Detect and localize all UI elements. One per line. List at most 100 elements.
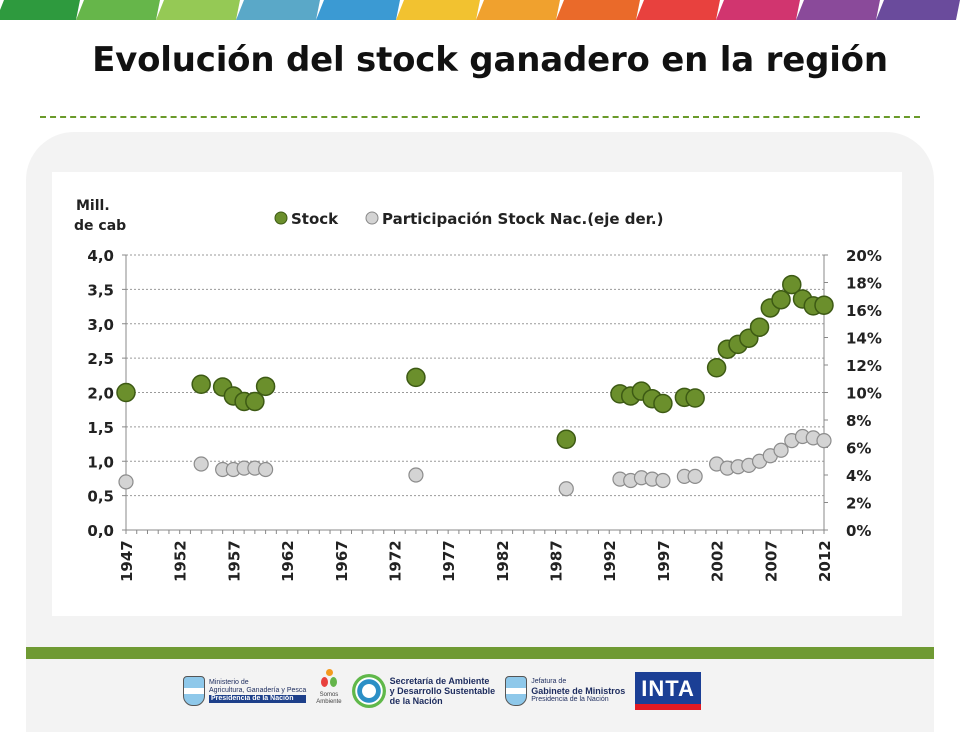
logo-somos-line2: Ambiente bbox=[316, 699, 342, 705]
stock-point bbox=[245, 391, 265, 412]
inta-logo-text: INTA bbox=[635, 672, 701, 710]
chart-container: 0,0 0,5 1,0 1,5 2,0 2,5 3,0 3,5 4,0 0% 2% 4% 6% 8% 10%… bbox=[52, 172, 902, 616]
logo-jefatura-line3: Presidencia de la Nación bbox=[531, 696, 609, 703]
color-stripe bbox=[0, 0, 960, 20]
x-tick-label: 1957 bbox=[225, 540, 243, 582]
y-right-tick-label: 14% bbox=[846, 330, 882, 348]
stock-point bbox=[782, 274, 802, 295]
y-left-tick-label: 1,0 bbox=[87, 453, 114, 471]
x-tick-label: 1982 bbox=[494, 540, 512, 582]
participacion-point bbox=[408, 467, 424, 483]
stock-point bbox=[191, 374, 211, 394]
logo-secretaria-line3: de la Nación bbox=[389, 696, 443, 706]
participacion-point bbox=[118, 474, 134, 490]
x-tick-label: 1952 bbox=[172, 540, 190, 582]
stripe-segment bbox=[76, 0, 160, 20]
y-right-tick-label: 20% bbox=[846, 247, 882, 265]
y-left-tick-label: 0,0 bbox=[87, 522, 114, 540]
participacion-point bbox=[258, 461, 274, 478]
y-axis-label-line1: Mill. bbox=[76, 198, 110, 214]
y-left-tick-label: 2,0 bbox=[87, 385, 114, 403]
logo-inta: INTA bbox=[635, 669, 701, 713]
y-left-tick-label: 3,0 bbox=[87, 316, 114, 334]
y-left-tick-label: 3,5 bbox=[87, 281, 114, 299]
color-stripe-graphic bbox=[0, 0, 960, 20]
axis-layer: 0,0 0,5 1,0 1,5 2,0 2,5 3,0 3,5 4,0 0% 2% 4% 6% 8% 10%… bbox=[87, 247, 881, 582]
x-tick-label: 1977 bbox=[440, 540, 458, 582]
participacion-point bbox=[655, 472, 671, 489]
stock-point bbox=[771, 289, 791, 310]
series-layer bbox=[116, 274, 834, 497]
y-right-tick-label: 10% bbox=[846, 385, 882, 403]
stock-point bbox=[814, 295, 834, 315]
stock-point bbox=[116, 382, 136, 403]
page-title: Evolución del stock ganadero en la regió… bbox=[92, 40, 888, 80]
x-tick-label: 1992 bbox=[601, 540, 619, 582]
logo-jefatura-line1: Jefatura de bbox=[531, 678, 567, 685]
logo-ministerio-line2: Agricultura, Ganadería y Pesca bbox=[209, 687, 307, 694]
stripe-segment bbox=[0, 0, 80, 20]
legend-label-stock: Stock bbox=[291, 210, 339, 228]
y-left-tick-label: 4,0 bbox=[87, 247, 114, 265]
stock-point bbox=[706, 358, 727, 378]
y-right-tick-label: 8% bbox=[846, 412, 871, 430]
logo-jefatura-line2: Gabinete de Ministros bbox=[531, 686, 626, 696]
stripe-segment bbox=[396, 0, 480, 20]
argentina-shield-icon bbox=[505, 676, 528, 706]
legend: Stock Participación Stock Nac.(eje der.) bbox=[274, 210, 663, 228]
sun-emblem-icon bbox=[351, 674, 386, 708]
title-divider bbox=[40, 116, 920, 118]
y-right-tick-label: 2% bbox=[846, 495, 871, 513]
x-tick-label: 1972 bbox=[386, 540, 404, 582]
stripe-segment bbox=[316, 0, 400, 20]
participacion-point bbox=[193, 456, 209, 472]
y-axis-label-line2: de cab bbox=[74, 218, 126, 234]
logo-ministerio-line1: Ministerio de bbox=[209, 679, 249, 686]
stripe-segment bbox=[556, 0, 640, 20]
x-tick-label: 1997 bbox=[655, 540, 673, 582]
participacion-point bbox=[773, 442, 789, 458]
logo-secretaria-line2: y Desarrollo Sustentable bbox=[389, 686, 496, 696]
legend-marker-participacion bbox=[365, 211, 379, 225]
stock-point bbox=[556, 429, 577, 449]
y-right-tick-label: 18% bbox=[846, 275, 882, 293]
x-tick-label: 2012 bbox=[816, 540, 834, 582]
y-right-tick-label: 4% bbox=[846, 467, 871, 485]
legend-label-participacion: Participación Stock Nac.(eje der.) bbox=[382, 210, 663, 228]
participacion-point bbox=[687, 468, 703, 484]
y-right-tick-label: 16% bbox=[846, 302, 882, 320]
stock-point bbox=[685, 388, 705, 408]
y-right-tick-label: 6% bbox=[846, 440, 871, 458]
x-tick-label: 2007 bbox=[762, 540, 780, 582]
logo-jefatura: Jefatura de Gabinete de Ministros Presid… bbox=[505, 669, 625, 713]
x-tick-label: 1962 bbox=[279, 540, 297, 582]
argentina-shield-icon bbox=[183, 676, 205, 706]
stock-point bbox=[749, 317, 770, 337]
stock-point bbox=[255, 376, 276, 397]
y-left-tick-label: 0,5 bbox=[87, 488, 114, 506]
y-right-tick-label: 0% bbox=[846, 522, 871, 540]
logo-secretaria-line1: Secretaría de Ambiente bbox=[389, 676, 490, 686]
footer-band bbox=[26, 659, 934, 720]
stock-point bbox=[653, 393, 673, 414]
y-left-tick-label: 1,5 bbox=[87, 419, 114, 437]
stripe-segment bbox=[636, 0, 720, 20]
stripe-segment bbox=[236, 0, 320, 20]
stripe-segment bbox=[876, 0, 960, 20]
logo-ministerio: Ministerio de Agricultura, Ganadería y P… bbox=[183, 669, 307, 713]
footer-logos: Ministerio de Agricultura, Ganadería y P… bbox=[183, 668, 785, 714]
footer-accent-bar bbox=[26, 647, 934, 659]
stripe-segment bbox=[716, 0, 800, 20]
x-tick-label: 1967 bbox=[333, 540, 351, 582]
stock-point bbox=[406, 367, 426, 388]
participacion-point bbox=[816, 433, 832, 449]
stripe-segment bbox=[156, 0, 240, 20]
logo-somos-line1: Somos bbox=[319, 692, 339, 698]
participacion-point bbox=[558, 481, 574, 497]
x-tick-label: 1987 bbox=[548, 540, 566, 582]
logo-somos-ambiente: Somos Ambiente bbox=[316, 669, 342, 713]
stripe-segment bbox=[476, 0, 560, 20]
x-tick-label: 1947 bbox=[118, 540, 136, 582]
y-left-tick-label: 2,5 bbox=[87, 350, 114, 368]
somos-ambiente-icon bbox=[320, 669, 337, 691]
